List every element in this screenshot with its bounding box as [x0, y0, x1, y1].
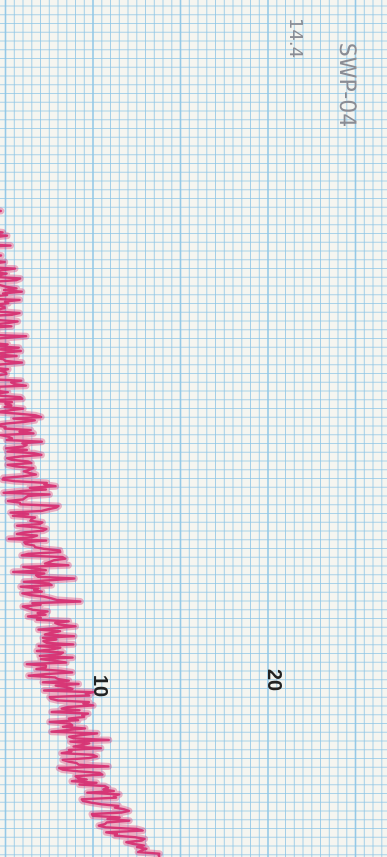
annotation-sample-id: SWP-04 [334, 43, 359, 127]
chart-labels: 10 20 SWP-04 14.4 [89, 18, 359, 697]
chart-trace [0, 207, 163, 857]
tick-label-20: 20 [263, 669, 285, 691]
series-line [0, 209, 161, 857]
tick-label-10: 10 [89, 675, 111, 697]
annotation-number: 14.4 [285, 18, 306, 58]
